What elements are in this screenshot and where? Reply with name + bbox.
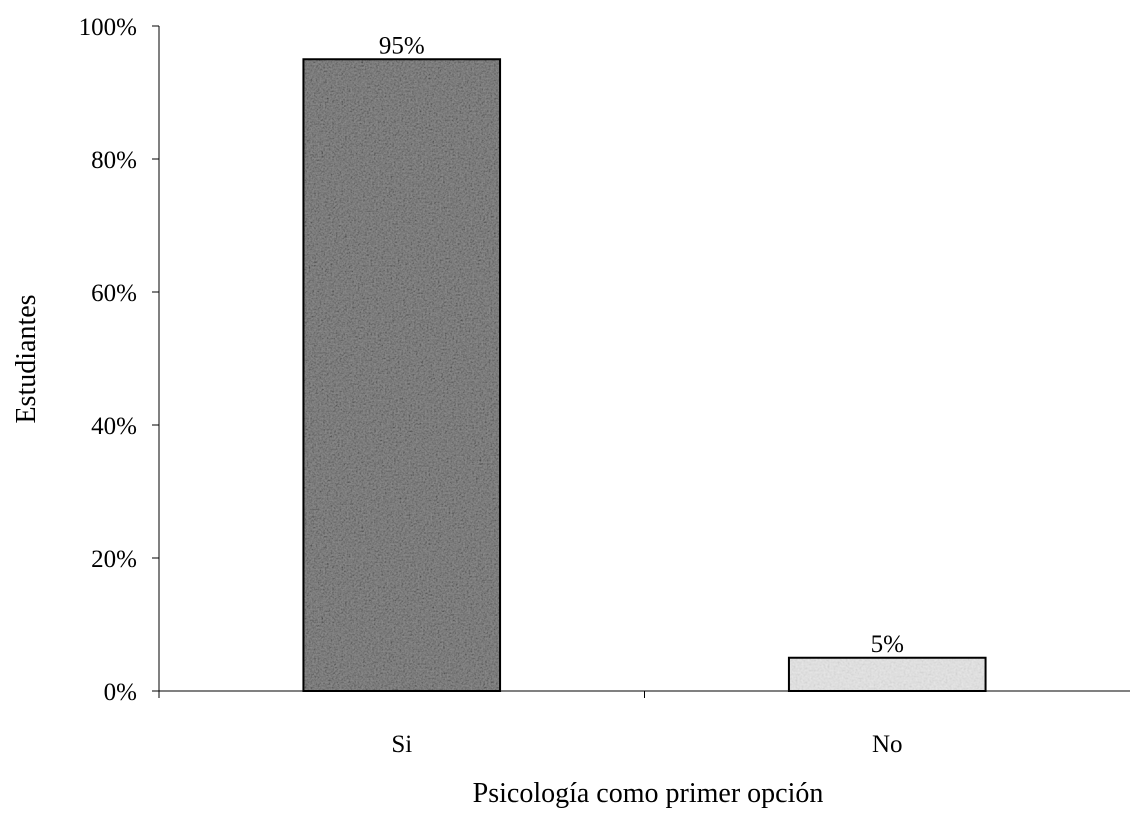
data-label: 5% bbox=[871, 631, 904, 658]
bar-si bbox=[303, 59, 501, 691]
y-tick-label: 60% bbox=[91, 280, 137, 307]
bars bbox=[302, 58, 987, 692]
y-tick-label: 80% bbox=[91, 147, 137, 174]
bar-no bbox=[788, 657, 986, 691]
y-tick-label: 20% bbox=[91, 546, 137, 573]
x-axis-title: Psicología como primer opción bbox=[473, 778, 824, 809]
y-tick-label: 0% bbox=[104, 679, 137, 706]
x-tick-label: Si bbox=[391, 731, 412, 758]
axes bbox=[152, 25, 1130, 698]
labels: 0% 20% 40% 60% 80% 100% 95% Si 5% No bbox=[79, 14, 904, 758]
data-label: 95% bbox=[379, 32, 425, 59]
x-tick-label: No bbox=[872, 731, 903, 758]
y-tick-label: 40% bbox=[91, 413, 137, 440]
y-tick-label: 100% bbox=[79, 14, 137, 41]
bar-outline bbox=[787, 656, 987, 692]
y-axis-title: Estudiantes bbox=[11, 294, 42, 423]
bar-outline bbox=[302, 58, 502, 692]
